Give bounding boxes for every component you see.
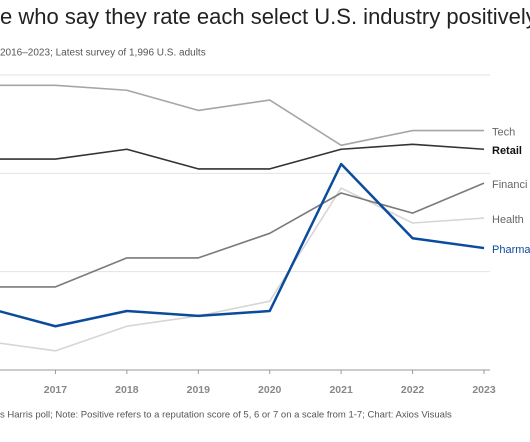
series-label: Financi: [492, 179, 527, 191]
x-tick-label: 2023: [472, 384, 496, 396]
series-label: Health: [492, 214, 524, 226]
series-line: [0, 84, 485, 147]
series-label: Tech: [492, 126, 515, 138]
x-tick-label: 2019: [187, 384, 211, 396]
x-tick-label: 2021: [329, 384, 353, 396]
series-line: [0, 187, 485, 352]
chart-title: e who say they rate each select U.S. ind…: [0, 4, 530, 29]
series-line: [0, 143, 485, 170]
x-tick-label: 2022: [401, 384, 425, 396]
series-label: Pharma: [492, 244, 530, 256]
series-line: [0, 182, 485, 288]
x-tick-label: 2020: [258, 384, 282, 396]
x-tick-label: 2018: [115, 384, 139, 396]
series-label: Retail: [492, 145, 522, 157]
series-line: [0, 162, 485, 328]
x-tick-label: 2017: [44, 384, 68, 396]
chart-footer: s Harris poll; Note: Positive refers to …: [0, 410, 452, 421]
chart-subtitle: 2016–2023; Latest survey of 1,996 U.S. a…: [0, 48, 206, 59]
